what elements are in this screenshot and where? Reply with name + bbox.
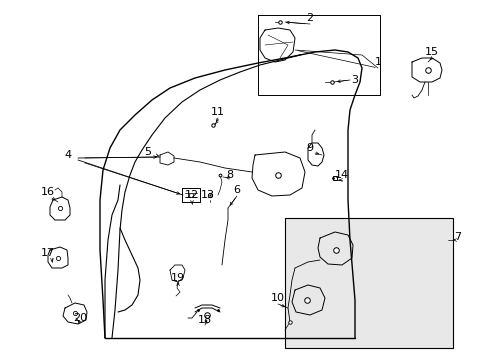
Text: 16: 16 <box>41 187 55 197</box>
Text: 19: 19 <box>171 273 184 283</box>
Text: 8: 8 <box>226 170 233 180</box>
Text: 18: 18 <box>198 315 212 325</box>
Text: 2: 2 <box>306 13 313 23</box>
Text: 13: 13 <box>201 190 215 200</box>
Text: 11: 11 <box>210 107 224 117</box>
Text: 17: 17 <box>41 248 55 258</box>
Text: 14: 14 <box>334 170 348 180</box>
Text: 9: 9 <box>306 143 313 153</box>
Text: 3: 3 <box>351 75 358 85</box>
Text: 4: 4 <box>64 150 71 160</box>
Text: 20: 20 <box>73 313 87 323</box>
Bar <box>285 218 452 348</box>
Text: 15: 15 <box>424 47 438 57</box>
Text: 10: 10 <box>270 293 285 303</box>
Text: 1: 1 <box>374 57 381 67</box>
Text: 7: 7 <box>453 232 461 242</box>
Text: 12: 12 <box>184 190 199 200</box>
Text: 6: 6 <box>233 185 240 195</box>
Text: 5: 5 <box>144 147 151 157</box>
